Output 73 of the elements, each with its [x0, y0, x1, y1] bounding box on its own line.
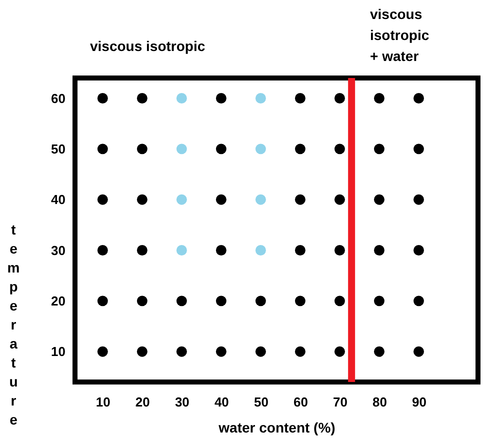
x-tick-label: 80	[372, 394, 387, 410]
point	[176, 346, 187, 357]
point	[216, 93, 226, 104]
point	[413, 144, 424, 154]
point	[294, 144, 306, 154]
point	[176, 144, 187, 154]
point	[136, 93, 148, 104]
text: temperature	[7, 222, 20, 428]
point	[176, 93, 187, 104]
point	[374, 144, 384, 154]
y-tick-label: 20	[51, 293, 66, 308]
point	[216, 245, 226, 256]
point	[97, 194, 108, 205]
point	[136, 245, 148, 256]
x-tick-label: 50	[254, 394, 268, 410]
x-tick-label: 30	[174, 394, 190, 410]
point	[216, 144, 226, 154]
point	[413, 93, 424, 104]
point	[136, 296, 148, 306]
y-tick-label: 10	[51, 344, 66, 360]
point	[255, 245, 266, 256]
point	[374, 296, 384, 306]
point	[334, 296, 345, 306]
point	[374, 194, 384, 205]
point	[294, 346, 306, 357]
point	[374, 346, 384, 357]
point	[334, 245, 345, 256]
point	[413, 346, 424, 357]
point	[255, 144, 266, 154]
point	[97, 296, 108, 306]
point	[97, 144, 108, 154]
point	[294, 194, 306, 205]
point	[136, 144, 148, 154]
y-tick-label: 40	[51, 192, 66, 208]
point	[255, 93, 266, 104]
point	[216, 346, 226, 357]
x-tick-label: 10	[96, 394, 110, 410]
point	[334, 346, 345, 357]
point	[216, 296, 226, 306]
x-tick-label: 60	[293, 394, 308, 410]
point	[334, 194, 345, 205]
point	[294, 245, 306, 256]
y-tick-label: 30	[51, 242, 66, 258]
text: viscous isotropic	[90, 38, 206, 54]
point	[136, 194, 148, 205]
point	[216, 194, 226, 205]
point	[294, 93, 306, 104]
point	[97, 245, 108, 256]
point	[413, 245, 424, 256]
point	[176, 194, 187, 205]
point	[374, 93, 384, 104]
point	[413, 296, 424, 306]
point	[334, 93, 345, 104]
point	[136, 346, 148, 357]
point	[97, 346, 108, 357]
x-tick-label: 20	[135, 394, 150, 410]
text: viscous isotropic + water	[370, 6, 430, 64]
point	[176, 245, 187, 256]
x-tick-label: 70	[332, 394, 348, 410]
point	[255, 346, 266, 357]
x-tick-label: 90	[412, 394, 426, 410]
point	[294, 296, 306, 306]
point	[255, 296, 266, 306]
point	[413, 194, 424, 205]
x-tick-label: 40	[214, 394, 229, 410]
point	[97, 93, 108, 104]
point	[374, 245, 384, 256]
point	[176, 296, 187, 306]
x-axis-title: water content (%)	[218, 420, 336, 436]
point	[255, 194, 266, 205]
y-tick-label: 60	[51, 90, 66, 106]
y-tick-label: 50	[51, 141, 66, 156]
point	[334, 144, 345, 154]
